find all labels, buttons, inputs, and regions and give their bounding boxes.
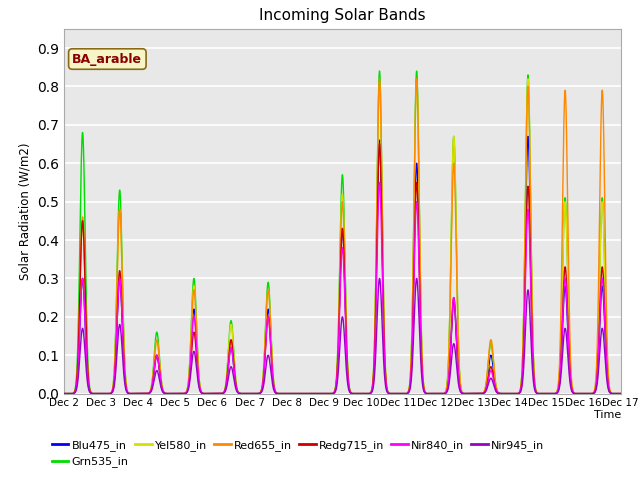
X-axis label: Time: Time bbox=[593, 410, 621, 420]
Text: BA_arable: BA_arable bbox=[72, 52, 142, 65]
Title: Incoming Solar Bands: Incoming Solar Bands bbox=[259, 9, 426, 24]
Legend: Blu475_in, Grn535_in, Yel580_in, Red655_in, Redg715_in, Nir840_in, Nir945_in: Blu475_in, Grn535_in, Yel580_in, Red655_… bbox=[47, 436, 548, 472]
Y-axis label: Solar Radiation (W/m2): Solar Radiation (W/m2) bbox=[19, 143, 31, 280]
